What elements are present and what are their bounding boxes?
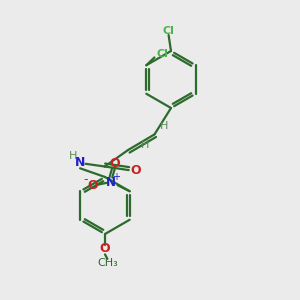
Text: O: O [87, 179, 98, 192]
Text: O: O [110, 157, 120, 169]
Text: Cl: Cl [157, 50, 169, 59]
Text: H: H [69, 151, 78, 161]
Text: H: H [160, 121, 168, 131]
Text: +: + [112, 172, 121, 182]
Text: -: - [84, 173, 88, 186]
Text: H: H [140, 140, 149, 150]
Text: N: N [75, 156, 85, 170]
Text: N: N [106, 176, 116, 189]
Text: O: O [130, 164, 141, 177]
Text: O: O [100, 242, 110, 256]
Text: Cl: Cl [163, 26, 175, 36]
Text: CH₃: CH₃ [97, 258, 118, 268]
